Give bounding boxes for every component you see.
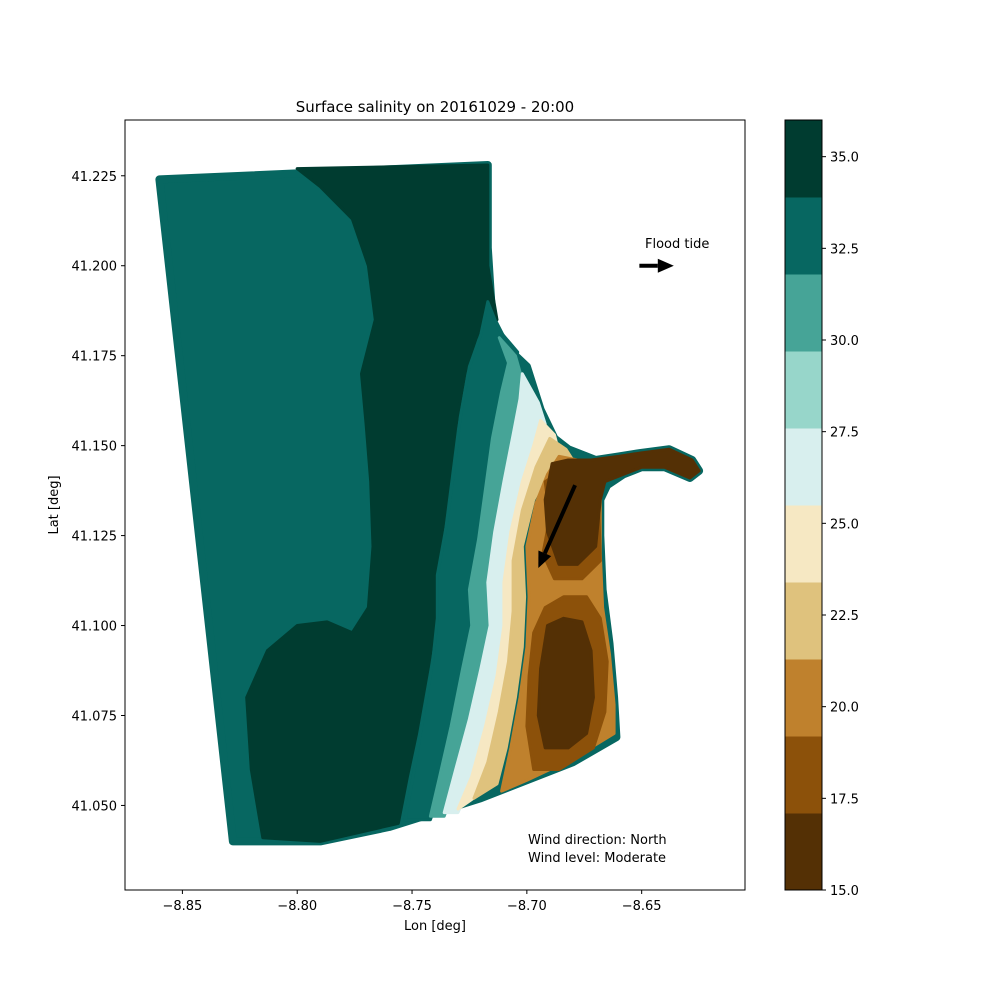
colorbar-band-4 xyxy=(785,505,822,583)
colorbar-band-2 xyxy=(785,659,822,737)
colorbar-band-0 xyxy=(785,813,822,891)
colorbar-tick-label: 17.5 xyxy=(830,792,859,807)
y-tick-label: 41.125 xyxy=(72,530,118,545)
arrow-layer xyxy=(538,258,674,568)
chart-title: Surface salinity on 20161029 - 20:00 xyxy=(296,98,574,116)
x-axis: −8.85 −8.80 −8.75 −8.70 −8.65 xyxy=(162,890,662,914)
colorbar-band-1 xyxy=(785,736,822,814)
colorbar-tick-label: 25.0 xyxy=(830,517,859,532)
colorbar-tick-label: 32.5 xyxy=(830,242,859,257)
x-tick-label: −8.70 xyxy=(507,899,547,914)
x-axis-label: Lon [deg] xyxy=(404,919,466,934)
plot-area xyxy=(155,161,704,846)
colorbar-band-3 xyxy=(785,582,822,660)
y-tick-label: 41.100 xyxy=(72,620,118,635)
x-tick-label: −8.85 xyxy=(162,899,202,914)
colorbar-tick-label: 22.5 xyxy=(830,609,859,624)
colorbar-tick-label: 20.0 xyxy=(830,701,859,716)
x-tick-label: −8.65 xyxy=(622,899,662,914)
salinity-region-0 xyxy=(245,163,499,843)
y-tick-label: 41.175 xyxy=(72,350,118,365)
y-tick-label: 41.200 xyxy=(72,260,118,275)
y-tick-label: 41.050 xyxy=(72,799,118,814)
colorbar-band-9 xyxy=(785,120,822,198)
colorbar-tick-label: 30.0 xyxy=(830,334,859,349)
colorbar-tick-label: 35.0 xyxy=(830,151,859,166)
x-tick-label: −8.80 xyxy=(277,899,317,914)
colorbar-band-6 xyxy=(785,351,822,429)
salinity-region-10 xyxy=(536,616,595,750)
y-tick-label: 41.075 xyxy=(72,709,118,724)
y-axis: 41.050 41.075 41.100 41.125 41.150 41.175 41.2… xyxy=(72,170,125,814)
current-arrow xyxy=(538,484,577,568)
plot-frame xyxy=(124,119,746,891)
y-tick-label: 41.225 xyxy=(72,170,118,185)
y-tick-label: 41.150 xyxy=(72,440,118,455)
wind-level-label: Wind level: Moderate xyxy=(528,851,666,866)
salinity-region-9 xyxy=(543,447,701,566)
colorbar: 15.0 17.5 20.0 22.5 25.0 27.5 30.0 32.5 35.0 xyxy=(784,119,859,899)
tide-label: Flood tide xyxy=(645,237,709,252)
salinity-field xyxy=(155,161,704,846)
y-axis-label: Lat [deg] xyxy=(47,475,62,534)
colorbar-frame xyxy=(784,119,823,891)
colorbar-tick-label: 15.0 xyxy=(830,884,859,899)
colorbar-band-8 xyxy=(785,197,822,275)
wind-direction-label: Wind direction: North xyxy=(528,833,667,848)
tide-arrow xyxy=(639,258,674,273)
colorbar-band-5 xyxy=(785,428,822,506)
x-tick-label: −8.75 xyxy=(392,899,432,914)
colorbar-band-7 xyxy=(785,274,822,352)
colorbar-tick-label: 27.5 xyxy=(830,426,859,441)
